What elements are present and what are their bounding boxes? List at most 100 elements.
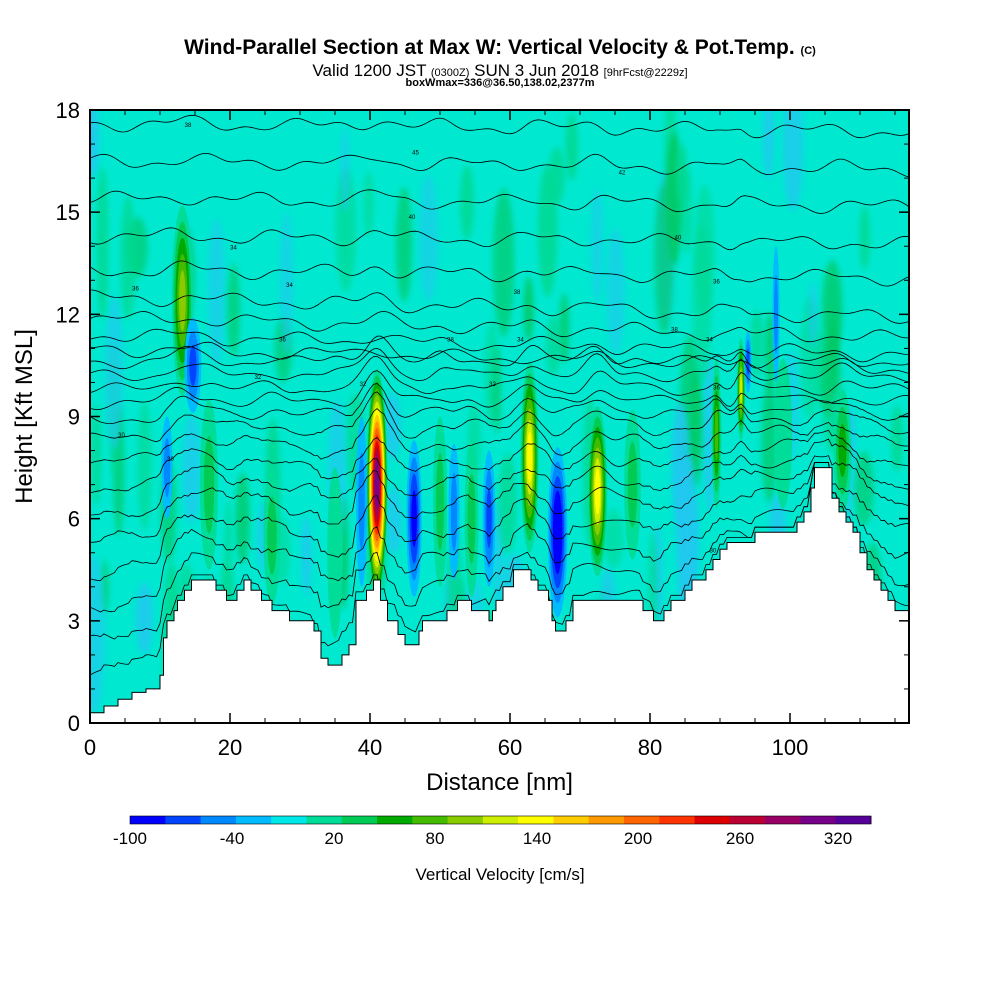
theta-contour-label: 34 [517,338,524,344]
theta-contour [90,438,909,517]
theta-contour-label: 42 [619,171,626,177]
velocity-texture-cell [692,223,712,383]
updraft-cell-level [594,468,601,515]
x-tick-label: 40 [358,735,382,760]
colorbar-swatch [341,816,378,824]
y-tick-label: 9 [68,405,80,430]
colorbar-swatch [482,816,519,824]
theta-contour [90,335,909,370]
x-axis-title: Distance [nm] [426,769,573,796]
velocity-texture-cell [120,195,136,321]
theta-contour [90,462,909,581]
colorbar-swatch [165,816,202,824]
colorbar-title: Vertical Velocity [cm/s] [415,865,584,884]
updraft-cell-level [527,431,533,484]
theta-contour-label: 34 [286,283,293,289]
updraft-cell [711,358,722,509]
updraft-cell-level [838,423,847,478]
downdraft-cell [547,447,568,618]
updraft-cell [263,467,281,604]
updraft-cell [433,416,447,587]
velocity-texture-cell [676,143,688,205]
velocity-texture-cell [363,171,374,238]
updraft-cell-level [435,452,445,551]
colorbar-swatch [553,816,590,824]
y-tick-label: 15 [56,200,80,225]
theta-contour [90,429,909,494]
colorbar-border [129,815,872,825]
velocity-texture-cell [492,345,502,435]
theta-contour [90,462,909,640]
theta-contour [90,227,909,251]
theta-contour-label: 34 [230,246,237,252]
box-wmax-info: boxWmax=336@36.50,138.02,2377m [405,77,595,89]
velocity-texture-cell [301,516,312,596]
velocity-texture-cell [690,368,702,487]
chart-title: Wind-Parallel Section at Max W: Vertical… [0,36,1000,60]
colorbar-tick-label: -100 [113,829,147,848]
theta-contour [90,152,909,178]
velocity-texture-cell [419,175,439,302]
theta-contour [90,114,909,139]
colorbar-swatch [588,816,625,824]
velocity-texture-cell [676,456,692,615]
downdraft-cell [482,450,496,587]
colorbar-swatch [518,816,554,824]
velocity-texture-cell [603,508,624,568]
y-tick-label: 6 [68,507,80,532]
downdraft-cell-level [554,505,561,560]
theta-contour-label: 30 [118,433,125,439]
downdraft-cell [356,416,368,587]
colorbar-swatch [130,816,166,824]
downdraft-cell-level [411,490,417,548]
velocity-texture-cell [335,167,357,292]
theta-contour [90,355,909,396]
updraft-cell [520,362,539,553]
velocity-texture-cell [182,415,201,524]
colorbar-swatch [800,816,837,824]
theta-contour [90,462,909,613]
colorbar-tick-label: 320 [824,829,852,848]
velocity-texture-cell [749,310,765,378]
theta-contour-label: 38 [185,123,192,129]
theta-contour-label: 34 [706,338,713,344]
updraft-cell-level [467,473,476,564]
theta-contour [90,408,909,464]
updraft-cell-level [739,374,743,405]
colorbar-swatch [624,816,660,824]
theta-contour [90,310,909,343]
colorbar-tick-label: 140 [523,829,551,848]
theta-contour-label: 45 [412,150,419,156]
velocity-texture-cell [383,393,401,461]
downdraft-cell [406,440,422,597]
velocity-texture-cell [385,488,402,554]
velocity-texture-cell [545,315,561,376]
colorbar: -100 -40 20 80 140 200 260 320 [113,815,872,848]
colorbar-swatch [235,816,272,824]
theta-contour-label: 30 [167,457,174,463]
theta-contour-label: 36 [713,385,720,391]
velocity-texture-cell [809,282,818,347]
y-tick-label: 12 [56,302,80,327]
velocity-texture-cell [782,110,804,211]
theta-contour [90,455,909,543]
colorbar-tick-label: -40 [220,829,245,848]
valid-utc: (0300Z) [430,67,470,79]
x-tick-label: 0 [84,735,96,760]
velocity-texture-cell [890,405,904,472]
theta-contour [90,341,909,374]
colorbar-swatch [447,816,484,824]
velocity-texture-cell [523,276,534,342]
velocity-texture-cell [565,113,579,181]
theta-contour-label: 40 [409,215,416,221]
colorbar-swatch [765,816,801,824]
updraft-cell-level [327,467,343,638]
velocity-texture-cell [235,472,250,564]
velocity-texture-cell [91,403,102,506]
theta-contour [90,328,909,363]
valid-time: Valid 1200 JST [312,61,427,80]
forecast-info: [9hrFcst@2229z] [603,67,688,79]
downdraft-cell-level [163,438,171,497]
velocity-texture-cell [538,164,558,298]
